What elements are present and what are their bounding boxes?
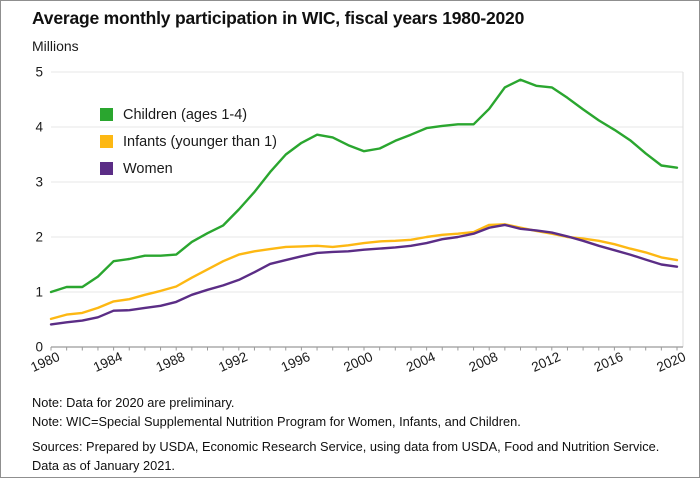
y-axis-unit-label: Millions [32,38,79,54]
y-tick-label: 0 [35,340,43,355]
series-line-women [49,223,679,326]
legend-label-women: Women [123,160,173,177]
x-tick-label: 2000 [341,349,375,375]
y-tick-label: 1 [35,285,43,300]
legend-label-infants: Infants (younger than 1) [123,133,277,150]
note-line: Note: WIC=Special Supplemental Nutrition… [32,414,521,429]
chart-legend: Children (ages 1-4) Infants (younger tha… [100,101,277,182]
x-tick-label: 1984 [91,349,125,375]
x-tick-label: 2012 [529,349,563,375]
source-line: Sources: Prepared by USDA, Economic Rese… [32,439,660,454]
source-line: Data as of January 2021. [32,458,175,473]
line-chart-area: 0 1 2 3 4 5 1980 1984 1988 1992 1996 2000 2004 2008 20… [29,59,689,393]
children-series-swatch [100,108,113,121]
y-tick-label: 3 [35,175,43,190]
note-line: Note: Data for 2020 are preliminary. [32,395,235,410]
x-tick-label: 1992 [216,349,250,375]
source-lines: Sources: Prepared by USDA, Economic Rese… [32,437,659,475]
x-tick-label: 2004 [404,349,438,375]
x-tick-label: 1996 [279,349,313,375]
legend-item-children: Children (ages 1-4) [100,101,277,128]
x-tick-label: 2020 [654,349,688,375]
series-line-children [49,78,679,294]
y-tick-label: 2 [35,230,43,245]
y-tick-label: 4 [35,120,43,135]
line-chart: 0 1 2 3 4 5 1980 1984 1988 1992 1996 2000 2004 2008 20… [29,65,688,375]
women-series-swatch [100,162,113,175]
x-tick-label: 2008 [467,349,501,375]
legend-item-infants: Infants (younger than 1) [100,128,277,155]
figure-notes: Note: Data for 2020 are preliminary. Not… [32,393,659,475]
series-line-infants [49,223,679,321]
x-tick-label: 1980 [29,349,62,375]
legend-label-children: Children (ages 1-4) [123,106,248,123]
infants-series-swatch [100,135,113,148]
y-tick-label: 5 [35,65,43,80]
x-tick-label: 2016 [592,349,626,375]
chart-title: Average monthly participation in WIC, fi… [32,8,525,28]
x-tick-label: 1988 [154,349,188,375]
legend-item-women: Women [100,155,277,182]
